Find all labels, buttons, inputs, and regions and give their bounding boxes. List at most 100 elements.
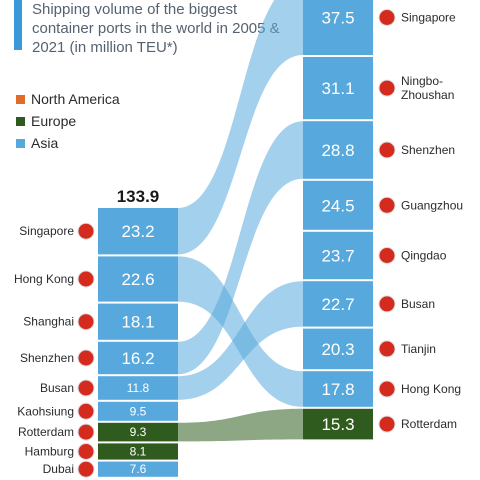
bar-2005-dubai bbox=[98, 461, 178, 477]
port-label-line: Singapore bbox=[401, 11, 456, 25]
port-label-2005-hong-kong: Hong Kong bbox=[14, 272, 74, 286]
china-flag-icon bbox=[378, 79, 396, 97]
bar-2005-shenzhen bbox=[98, 341, 178, 375]
port-label-line: Qingdao bbox=[401, 249, 447, 263]
china-flag-icon bbox=[378, 141, 396, 159]
port-label-2021-singapore: Singapore bbox=[401, 11, 456, 25]
bar-2021-busan bbox=[303, 281, 373, 327]
port-label-2005-dubai: Dubai bbox=[43, 462, 74, 476]
value-label-2005-busan: 11.8 bbox=[127, 381, 150, 395]
south-korea-flag-icon bbox=[77, 379, 95, 397]
port-label-2005-shenzhen: Shenzhen bbox=[20, 351, 74, 365]
bar-2005-kaohsiung bbox=[98, 401, 178, 421]
value-label-2005-shenzhen: 16.2 bbox=[121, 349, 154, 368]
south-korea-flag-icon bbox=[378, 295, 396, 313]
bar-2005-hamburg bbox=[98, 443, 178, 460]
port-label-2021-rotterdam: Rotterdam bbox=[401, 417, 457, 431]
value-label-2021-hong-kong: 17.8 bbox=[321, 380, 354, 399]
port-label-line: Busan bbox=[401, 297, 435, 311]
legend-label-asia: Asia bbox=[31, 135, 59, 151]
port-label-2021-qingdao: Qingdao bbox=[401, 249, 447, 263]
value-label-2005-dubai: 7.6 bbox=[130, 462, 147, 476]
legend-item-north-america: North America bbox=[16, 88, 120, 110]
bar-2005-rotterdam bbox=[98, 422, 178, 442]
china-flag-icon bbox=[378, 196, 396, 214]
port-label-line: Rotterdam bbox=[401, 417, 457, 431]
flow-rotterdam bbox=[178, 408, 303, 442]
hong-kong-flag-icon bbox=[378, 380, 396, 398]
uae-flag-icon bbox=[77, 460, 95, 478]
taiwan-flag-icon bbox=[77, 402, 95, 420]
china-flag-icon bbox=[77, 313, 95, 331]
value-label-2005-shanghai: 18.1 bbox=[121, 313, 154, 332]
subtitle-accent-bar bbox=[14, 0, 22, 50]
port-label-line: Guangzhou bbox=[401, 198, 463, 212]
total-label-2005: 133.9 bbox=[117, 187, 160, 206]
singapore-flag-icon bbox=[378, 9, 396, 26]
port-label-2005-singapore: Singapore bbox=[19, 224, 74, 238]
bar-2021-guangzhou bbox=[303, 180, 373, 230]
hong-kong-flag-icon bbox=[77, 270, 95, 288]
port-label-line: Hong Kong bbox=[401, 382, 461, 396]
port-label-line: Shenzhen bbox=[401, 143, 455, 157]
legend-item-europe: Europe bbox=[16, 110, 120, 132]
bar-layer bbox=[98, 0, 373, 477]
legend: North America Europe Asia bbox=[16, 88, 120, 154]
value-label-2021-qingdao: 23.7 bbox=[321, 247, 354, 266]
singapore-flag-icon bbox=[77, 222, 95, 240]
value-label-2005-hamburg: 8.1 bbox=[130, 445, 147, 459]
bar-2005-shanghai bbox=[98, 303, 178, 340]
flow-shenzhen bbox=[178, 121, 303, 375]
bar-2021-shenzhen bbox=[303, 121, 373, 179]
port-label-2021-tianjin: Tianjin bbox=[401, 342, 436, 356]
bar-2021-tianjin bbox=[303, 328, 373, 370]
bar-2005-singapore bbox=[98, 208, 178, 255]
value-label-2021-singapore: 37.5 bbox=[321, 9, 354, 28]
value-label-2021-busan: 22.7 bbox=[321, 295, 354, 314]
port-label-2005-kaohsiung: Kaohsiung bbox=[17, 404, 74, 418]
value-label-2021-guangzhou: 24.5 bbox=[321, 196, 354, 215]
port-label-2021-ningbo-zhoushan: Ningbo-Zhoushan bbox=[401, 74, 454, 102]
port-label-line: Zhoushan bbox=[401, 88, 454, 102]
bar-2021-singapore bbox=[303, 0, 373, 55]
port-label-line: Tianjin bbox=[401, 342, 436, 356]
bar-2005-busan bbox=[98, 376, 178, 400]
port-label-2005-hamburg: Hamburg bbox=[25, 445, 74, 459]
port-label-2021-hong-kong: Hong Kong bbox=[401, 382, 461, 396]
value-label-2005-hong-kong: 22.6 bbox=[121, 270, 154, 289]
legend-swatch-asia bbox=[16, 138, 25, 148]
germany-flag-icon bbox=[77, 443, 95, 460]
china-flag-icon bbox=[378, 247, 396, 264]
legend-swatch-europe bbox=[16, 116, 25, 126]
netherlands-flag-icon bbox=[77, 423, 95, 441]
legend-label-europe: Europe bbox=[31, 113, 77, 129]
port-label-2021-guangzhou: Guangzhou bbox=[401, 198, 463, 212]
value-label-2005-singapore: 23.2 bbox=[121, 222, 154, 241]
china-flag-icon bbox=[77, 349, 95, 367]
legend-item-asia: Asia bbox=[16, 132, 120, 154]
bar-2021-ningbo-zhoushan bbox=[303, 57, 373, 120]
port-label-2021-busan: Busan bbox=[401, 297, 435, 311]
flow-layer bbox=[178, 0, 303, 442]
value-label-2005-kaohsiung: 9.5 bbox=[130, 404, 147, 418]
netherlands-flag-icon bbox=[378, 415, 396, 433]
bar-2005-hong-kong bbox=[98, 256, 178, 302]
chart-subtitle: Shipping volume of the biggest container… bbox=[32, 1, 280, 56]
bar-2021-hong-kong bbox=[303, 371, 373, 407]
legend-label-north-america: North America bbox=[31, 91, 120, 107]
flow-busan bbox=[178, 281, 303, 400]
value-label-2021-ningbo-zhoushan: 31.1 bbox=[321, 79, 354, 98]
label-layer: 23.2 Singapore 22.6 Hong Kong 18.1 Shanghai 16… bbox=[14, 9, 463, 478]
value-label-2021-shenzhen: 28.8 bbox=[321, 141, 354, 160]
china-flag-icon bbox=[378, 340, 396, 358]
value-label-2021-tianjin: 20.3 bbox=[321, 340, 354, 359]
port-label-2021-shenzhen: Shenzhen bbox=[401, 143, 455, 157]
value-label-2005-rotterdam: 9.3 bbox=[130, 425, 147, 439]
bar-2021-qingdao bbox=[303, 231, 373, 280]
bar-2021-rotterdam bbox=[303, 408, 373, 440]
port-label-2005-shanghai: Shanghai bbox=[23, 315, 74, 329]
port-label-2005-rotterdam: Rotterdam bbox=[18, 425, 74, 439]
legend-swatch-north-america bbox=[16, 94, 25, 104]
